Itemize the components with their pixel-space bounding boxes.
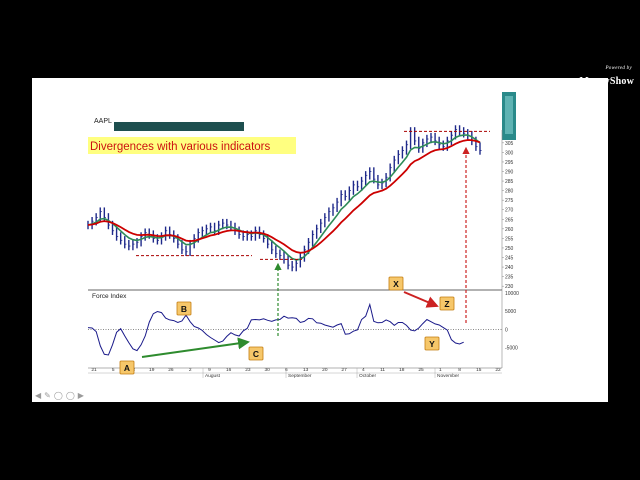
date-tick-label: 22: [495, 367, 501, 373]
price-tick-label: 285: [505, 179, 514, 185]
annotation-letter: A: [124, 363, 130, 373]
fi-tick-label: 0: [505, 327, 508, 333]
fast-moving-average: [87, 134, 481, 261]
chart-title: Divergences with various indicators: [90, 141, 270, 153]
prev-arrow-icon[interactable]: ◀: [35, 391, 42, 400]
date-tick-label: 4: [362, 367, 365, 373]
chart-canvas: AAPL Divergences with various indicators 2…: [87, 92, 519, 379]
slide-nav-bar: ◀ ✎ ◯ ◯ ▶: [35, 391, 84, 401]
menu-icon[interactable]: ◯: [65, 391, 75, 400]
date-tick-label: 30: [264, 367, 270, 373]
date-tick-label: 20: [322, 367, 328, 373]
annotation-box: [388, 276, 404, 291]
watermark-brand: MoneyShow: [579, 76, 634, 87]
price-tick-label: 240: [505, 265, 514, 271]
price-tick-label: 305: [505, 141, 514, 147]
ticker-bar: [114, 122, 244, 131]
month-label: November: [437, 373, 460, 379]
title-highlight: [88, 137, 296, 154]
date-tick-label: 21: [91, 367, 97, 373]
date-tick-label: 2: [189, 367, 192, 373]
annotation-box: [424, 336, 440, 351]
annotation-letter: Z: [444, 299, 449, 309]
watermark-tagline: Powered by: [605, 66, 632, 71]
price-tick-label: 255: [505, 236, 514, 242]
date-tick-label: 25: [418, 367, 424, 373]
date-tick-label: 15: [476, 367, 482, 373]
fi-tick-label: 5000: [505, 309, 516, 315]
moneyshow-watermark: Powered by MoneyShow: [579, 66, 634, 89]
price-tick-label: 235: [505, 275, 514, 281]
force-index-label: Force Index: [92, 293, 127, 300]
month-label: September: [288, 373, 312, 379]
date-tick-label: 18: [399, 367, 405, 373]
price-tick-label: 300: [505, 150, 514, 156]
date-tick-label: 9: [208, 367, 211, 373]
date-tick-label: 26: [168, 367, 174, 373]
date-tick-label: 23: [245, 367, 251, 373]
annotation-box: [176, 301, 192, 316]
date-tick-label: 16: [226, 367, 232, 373]
red-divergence-arrow: [403, 291, 439, 308]
annotation-letter: Y: [429, 339, 435, 349]
slide: AAPL Divergences with various indicators 2…: [32, 78, 608, 402]
annotation-letter: X: [393, 279, 399, 289]
date-tick-label: 19: [149, 367, 155, 373]
force-index-line: [87, 302, 464, 356]
price-tick-label: 230: [505, 284, 514, 290]
date-tick-label: 8: [458, 367, 461, 373]
price-tick-label: 275: [505, 198, 514, 204]
annotation-a: A: [119, 360, 135, 375]
date-tick-label: 27: [341, 367, 347, 373]
annotation-box: [248, 346, 264, 361]
green-divergence-arrow: [141, 337, 250, 358]
price-tick-label: 270: [505, 208, 514, 214]
annotation-z: Z: [439, 296, 455, 311]
pen-icon[interactable]: ✎: [44, 391, 51, 400]
date-tick-label: 6: [285, 367, 288, 373]
side-tab-inner: [505, 96, 513, 134]
price-tick-label: 290: [505, 170, 514, 176]
annotation-letter: C: [253, 349, 259, 359]
annotation-letter: B: [181, 304, 187, 314]
ticker-label: AAPL: [94, 118, 112, 125]
month-label: August: [205, 373, 221, 379]
month-label: October: [359, 373, 376, 379]
price-tick-label: 245: [505, 256, 514, 262]
annotation-c: C: [248, 346, 264, 361]
slow-moving-average: [87, 139, 481, 254]
price-tick-label: 250: [505, 246, 514, 252]
price-tick-label: 260: [505, 227, 514, 233]
price-tick-label: 265: [505, 217, 514, 223]
annotation-x: X: [388, 276, 404, 291]
annotation-b: B: [176, 301, 192, 316]
date-tick-label: 1: [439, 367, 442, 373]
annotation-y: Y: [424, 336, 440, 351]
next-arrow-icon[interactable]: ▶: [77, 391, 84, 400]
annotation-box: [119, 360, 135, 375]
fi-tick-label: 10000: [505, 291, 519, 297]
date-tick-label: 11: [380, 367, 385, 373]
price-tick-label: 280: [505, 189, 514, 195]
date-tick-label: 5: [112, 367, 115, 373]
price-tick-label: 295: [505, 160, 514, 166]
pointer-icon[interactable]: ◯: [53, 391, 63, 400]
fi-tick-label: -5000: [505, 346, 518, 352]
date-tick-label: 13: [303, 367, 309, 373]
annotation-box: [439, 296, 455, 311]
